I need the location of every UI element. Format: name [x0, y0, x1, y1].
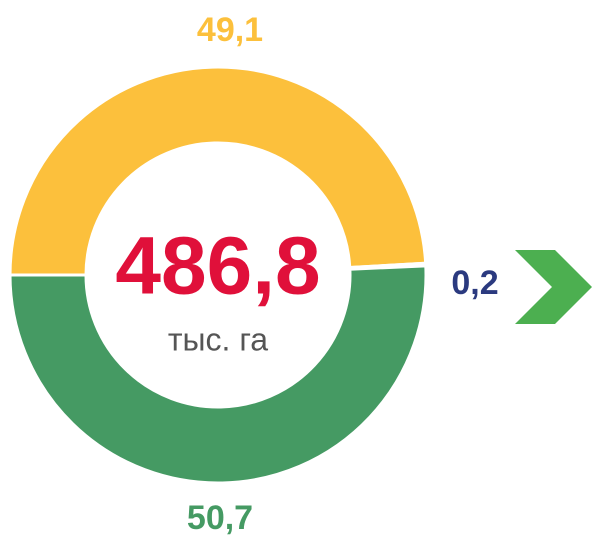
- slice-label: 0,2: [451, 264, 498, 302]
- slice-label: 49,1: [197, 11, 263, 49]
- slice-label: 50,7: [187, 499, 253, 537]
- next-arrow: [515, 250, 592, 324]
- total-value: 486,8: [115, 221, 320, 312]
- unit-label: тыс. га: [168, 321, 268, 357]
- donut-slice: [8, 264, 428, 485]
- donut-slice: [8, 65, 428, 277]
